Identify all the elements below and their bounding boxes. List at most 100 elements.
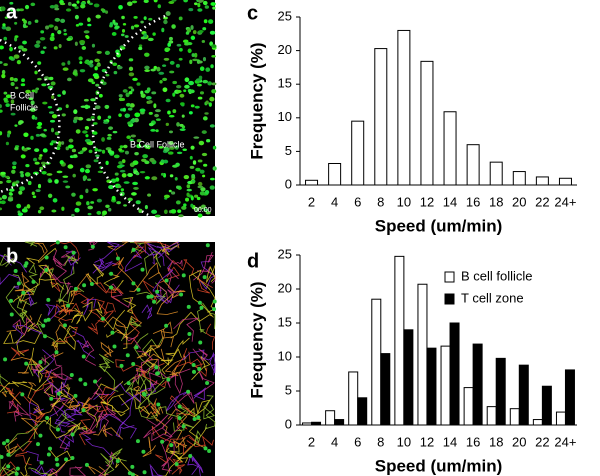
- y-tick-label: 10: [278, 348, 292, 363]
- cell: [71, 3, 77, 7]
- track: [161, 441, 175, 472]
- cell: [81, 354, 86, 359]
- track: [71, 401, 84, 416]
- cell: [118, 4, 123, 10]
- cell: [108, 185, 114, 190]
- cell: [65, 104, 69, 109]
- cell: [20, 392, 25, 397]
- cell: [0, 207, 3, 211]
- track: [160, 348, 182, 375]
- cell: [82, 283, 87, 288]
- x-tick-label: 18: [489, 194, 503, 209]
- cell: [154, 214, 161, 218]
- track: [1, 466, 18, 476]
- bar: [348, 371, 359, 426]
- track: [12, 324, 43, 346]
- x-tick-label: 2: [308, 194, 315, 209]
- cell: [1, 69, 6, 75]
- cell: [154, 365, 159, 370]
- bar: [302, 422, 313, 426]
- cell: [176, 151, 183, 155]
- x-tick-label: 22: [535, 434, 549, 449]
- cell: [0, 180, 3, 184]
- cell: [37, 183, 42, 189]
- track: [115, 420, 135, 438]
- track: [147, 372, 162, 392]
- cell: [134, 112, 141, 118]
- cell: [179, 123, 184, 127]
- cell: [210, 64, 214, 69]
- cell: [49, 36, 55, 42]
- cell: [0, 454, 4, 459]
- track: [0, 461, 16, 476]
- bar: [509, 408, 520, 426]
- cell: [130, 464, 135, 469]
- track: [74, 286, 94, 305]
- cell: [55, 240, 60, 245]
- cell: [39, 154, 43, 157]
- cell: [30, 2, 36, 7]
- cell: [150, 128, 156, 132]
- cell: [141, 449, 146, 454]
- cell: [34, 161, 40, 165]
- cell: [48, 76, 54, 81]
- track: [142, 436, 156, 457]
- cell: [183, 174, 190, 180]
- cell: [170, 191, 176, 195]
- cell: [9, 188, 15, 192]
- bar: [495, 357, 506, 426]
- cell: [20, 154, 26, 159]
- cell: [118, 161, 123, 165]
- y-tick-label: 10: [278, 109, 292, 124]
- cell: [179, 47, 183, 52]
- cell: [150, 68, 156, 72]
- cell: [29, 107, 36, 112]
- cell: [0, 200, 6, 205]
- cell: [146, 87, 151, 92]
- cell: [15, 466, 20, 471]
- cell: [50, 127, 55, 133]
- cell: [81, 408, 86, 413]
- cell: [154, 113, 159, 118]
- track: [132, 350, 153, 383]
- cell: [108, 126, 114, 130]
- cell: [131, 118, 136, 122]
- cell: [89, 60, 94, 64]
- cell: [113, 154, 120, 159]
- cell: [197, 0, 203, 3]
- cell: [31, 191, 35, 196]
- cell: [13, 77, 18, 82]
- cell: [114, 172, 119, 176]
- track: [156, 292, 182, 315]
- x-tick-label: 10: [397, 434, 411, 449]
- region-label: Follicle: [10, 102, 38, 112]
- cell: [123, 204, 128, 207]
- track: [133, 385, 147, 399]
- cell: [40, 50, 45, 54]
- cell: [112, 62, 118, 66]
- track: [88, 391, 116, 413]
- cell: [194, 2, 198, 6]
- cell: [5, 103, 10, 107]
- cell: [87, 0, 91, 4]
- y-axis-label: Frequency (%): [247, 281, 266, 398]
- cell: [6, 179, 12, 184]
- track: [143, 345, 170, 366]
- cell: [93, 379, 98, 384]
- track: [6, 390, 37, 414]
- cell: [126, 381, 131, 386]
- x-tick-label: 2: [308, 434, 315, 449]
- x-tick-label: 16: [466, 434, 480, 449]
- cell: [62, 90, 66, 95]
- cell: [211, 89, 217, 94]
- cell: [28, 97, 34, 101]
- track: [54, 413, 71, 433]
- cell: [60, 141, 65, 145]
- cell: [205, 243, 210, 248]
- cell: [81, 46, 87, 51]
- cell: [191, 179, 196, 183]
- cell: [37, 61, 42, 65]
- track: [143, 414, 169, 439]
- cell: [113, 70, 118, 75]
- bar: [394, 255, 405, 426]
